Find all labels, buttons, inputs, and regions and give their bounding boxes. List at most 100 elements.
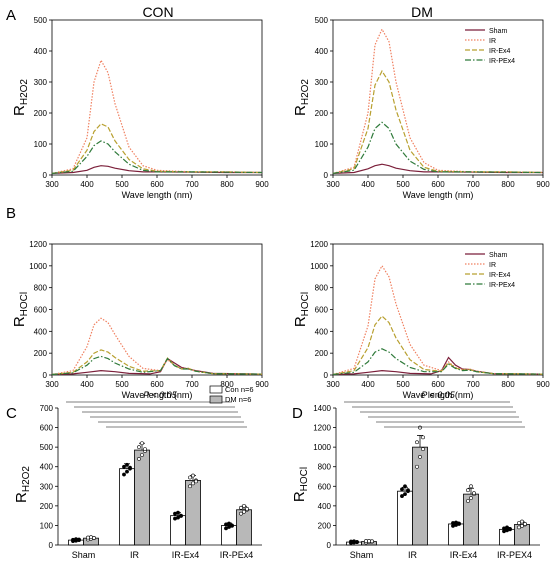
data-point (92, 536, 96, 540)
panel-label-a: A (6, 7, 16, 24)
data-point (520, 524, 524, 528)
data-point (191, 481, 195, 486)
p-value-annotation: P < 0.05 (421, 390, 455, 400)
bar-bar_con (448, 523, 464, 546)
category-label: IR (408, 550, 418, 560)
legend-label-ir_ex4: IR-Ex4 (489, 48, 511, 55)
series-line-ir_pex4 (51, 355, 263, 376)
bar-bar_dm (134, 449, 150, 546)
data-point (194, 479, 198, 484)
data-point (466, 488, 470, 493)
data-point (71, 537, 75, 542)
data-point (352, 539, 356, 544)
data-point (242, 509, 246, 514)
column-title-con: CON (142, 4, 173, 20)
data-point (239, 511, 243, 516)
data-point (224, 526, 228, 531)
series-line-sham (332, 163, 543, 174)
data-point (520, 519, 524, 524)
panel-label-d: D (292, 405, 303, 422)
y-tick-label: 1200 (313, 424, 331, 433)
legend-label-ir_ex4: IR-Ex4 (489, 272, 511, 279)
data-point (349, 539, 353, 544)
plot-frame (332, 243, 544, 376)
y-tick-label: 200 (315, 349, 329, 358)
y-tick-label: 400 (315, 47, 329, 56)
data-point (406, 488, 410, 493)
x-tick-label: 500 (115, 380, 129, 389)
x-tick-label: 300 (326, 380, 340, 389)
x-axis-label: Wave length (nm) (403, 390, 474, 400)
y-tick-label: 400 (34, 327, 48, 336)
x-tick-label: 400 (361, 380, 375, 389)
y-tick-label: 700 (40, 404, 54, 413)
y-tick-label: 100 (40, 521, 54, 530)
y-tick-label: 1200 (29, 240, 47, 249)
column-title-dm: DM (411, 4, 433, 20)
data-point (89, 535, 93, 540)
data-point (125, 462, 129, 467)
y-axis-label: RH2O2 (13, 466, 32, 503)
x-tick-label: 400 (80, 180, 94, 189)
data-point (143, 447, 147, 452)
y-tick-label: 0 (324, 371, 329, 380)
legend-label-bar_dm: DM n=6 (225, 395, 251, 404)
y-tick-label: 600 (315, 306, 329, 315)
legend-label-sham: Sham (489, 252, 507, 259)
y-tick-label: 800 (34, 284, 48, 293)
x-tick-label: 300 (45, 380, 59, 389)
category-label: IR (130, 550, 140, 560)
data-point (355, 540, 359, 544)
data-point (472, 491, 476, 496)
y-tick-label: 200 (40, 502, 54, 511)
data-point (242, 503, 246, 508)
bar-bar_dm (463, 493, 479, 546)
series-line-ir_pex4 (51, 140, 263, 174)
x-tick-label: 500 (396, 180, 410, 189)
y-tick-label: 200 (34, 349, 48, 358)
y-tick-label: 300 (40, 482, 54, 491)
series-line-sham (51, 357, 263, 376)
line-chart-b-con: 300 400 500 600 700 800 900 0 200 400 600 800 1000 12… (11, 240, 269, 400)
data-point (191, 473, 195, 478)
panel-label-b: B (6, 205, 16, 222)
data-point (415, 440, 419, 445)
bar-bar_con (397, 490, 413, 546)
x-tick-label: 500 (396, 380, 410, 389)
data-point (370, 539, 374, 544)
bar-bar_con (119, 468, 135, 546)
x-tick-label: 700 (185, 380, 199, 389)
y-tick-label: 200 (315, 109, 329, 118)
y-tick-label: 600 (34, 306, 48, 315)
bar-bar_dm (185, 480, 201, 546)
data-point (179, 514, 183, 518)
category-label: Sham (350, 550, 374, 560)
data-point (517, 521, 521, 525)
data-point (176, 510, 180, 515)
x-tick-label: 800 (220, 380, 234, 389)
data-point (125, 469, 129, 474)
line-chart-a-con: 300 400 500 600 700 800 9000100200300400500Wav… (11, 16, 269, 200)
data-point (137, 456, 141, 461)
series-line-ir_ex4 (332, 69, 544, 174)
data-point (188, 475, 192, 480)
series-line-ir (51, 58, 263, 174)
x-tick-label: 700 (185, 180, 199, 189)
legend-label-sham: Sham (489, 28, 507, 35)
x-tick-label: 600 (431, 180, 445, 189)
line-chart-a-dm: 300 400 500 600 700 800 9000100200300400500Wav… (292, 16, 550, 200)
y-tick-label: 800 (315, 284, 329, 293)
x-tick-label: 600 (150, 180, 164, 189)
series-line-ir (51, 317, 263, 376)
category-label: Sham (72, 550, 96, 560)
data-point (74, 537, 78, 542)
legend-label-bar_con: Con n=6 (225, 385, 254, 394)
legend-label-ir_pex4: IR-PEx4 (489, 282, 515, 289)
data-point (122, 472, 126, 477)
data-point (137, 445, 141, 450)
data-point (400, 494, 404, 498)
y-tick-label: 0 (324, 171, 329, 180)
y-axis-label: RH2O2 (11, 79, 30, 116)
data-point (140, 453, 144, 457)
data-point (421, 447, 425, 452)
